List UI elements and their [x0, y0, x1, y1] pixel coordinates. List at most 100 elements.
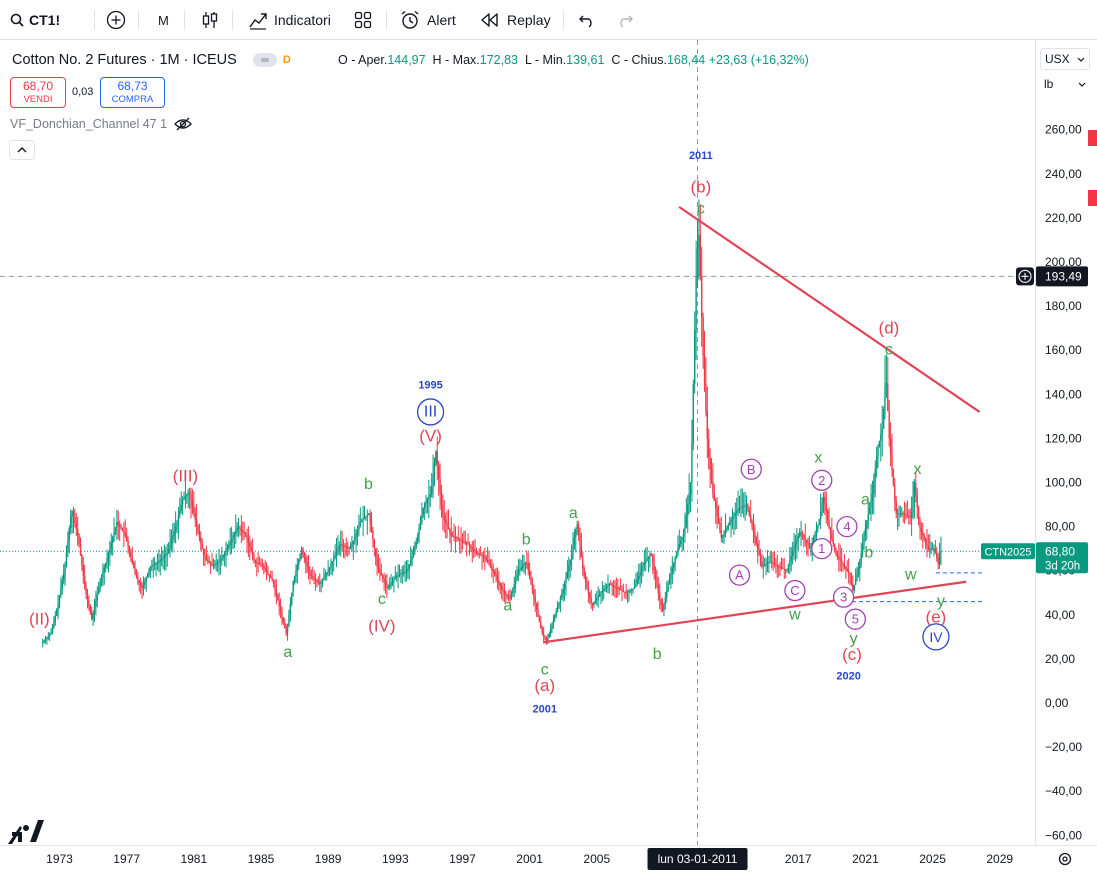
candle-body	[200, 537, 202, 544]
alert-button[interactable]: Alert	[400, 0, 456, 40]
chart-type-button[interactable]	[201, 0, 219, 40]
unit-select[interactable]: lb	[1040, 73, 1090, 95]
symbol-legend[interactable]: Cotton No. 2 Futures · 1M · ICEUS D	[12, 50, 295, 70]
candle-body	[835, 549, 837, 554]
candle-body	[696, 249, 699, 278]
candle-body	[542, 633, 545, 636]
gear-icon[interactable]	[1057, 851, 1073, 867]
candle-body	[75, 523, 77, 530]
change-value: +23,63 (+16,32%)	[708, 53, 809, 67]
candle-body	[596, 598, 598, 601]
price-axis-tick: 180,00	[1045, 299, 1082, 313]
candle-body	[193, 506, 195, 514]
price-axis-tick: 20,00	[1045, 652, 1075, 666]
candle-body	[172, 535, 174, 540]
candle-body	[775, 564, 777, 566]
redo-button[interactable]	[616, 0, 634, 40]
candle-body	[100, 576, 103, 582]
candle-body	[885, 383, 888, 387]
candle-body	[873, 481, 875, 494]
candle-body	[561, 593, 563, 599]
candle-body	[110, 542, 112, 548]
candle-body	[479, 554, 482, 556]
last-price-tag-bg	[1036, 542, 1088, 574]
candle-body	[184, 496, 187, 498]
candle-body	[393, 579, 395, 582]
candle-body	[251, 551, 254, 556]
candle-body	[285, 628, 287, 634]
toolbar-divider	[94, 10, 95, 30]
price-chart[interactable]: (II)a(III) bc(IV)1995III(V)abac(a)2001b20…	[0, 40, 1097, 874]
candle-body	[540, 622, 542, 629]
candle-body	[201, 543, 203, 550]
candle-body	[265, 569, 268, 572]
candle-body	[798, 532, 801, 537]
candle-body	[453, 536, 455, 538]
candle-body	[160, 558, 163, 561]
plus-circle-icon	[106, 10, 126, 30]
candle-body	[405, 571, 408, 573]
candle-body	[454, 537, 457, 539]
candle-body	[875, 456, 878, 470]
candle-body	[323, 577, 325, 580]
candle-body	[437, 464, 440, 479]
replay-button[interactable]: Replay	[481, 0, 551, 40]
candle-body	[735, 511, 738, 514]
candle-body	[366, 514, 369, 517]
visibility-toggle[interactable]	[252, 53, 277, 67]
candle-body	[787, 565, 790, 570]
buy-label: COMPRA	[111, 93, 154, 105]
candle-body	[397, 574, 399, 576]
price-axis-tick: −20,00	[1045, 740, 1082, 754]
buy-button[interactable]: 68,73 COMPRA	[100, 77, 165, 108]
sell-button[interactable]: 68,70 VENDI	[10, 77, 66, 108]
candle-body	[394, 577, 396, 580]
candle-body	[768, 562, 770, 564]
candle-body	[93, 606, 96, 613]
candle-body	[461, 540, 464, 542]
candle-body	[337, 549, 339, 553]
candle-body	[734, 513, 736, 516]
candle-body	[526, 563, 528, 565]
candle-body	[377, 566, 380, 570]
candle-body	[242, 530, 244, 532]
candle-body	[614, 586, 616, 588]
indicators-label: Indicatori	[274, 12, 331, 28]
candle-body	[930, 548, 932, 550]
candle-body	[123, 531, 125, 534]
candle-body	[57, 603, 59, 610]
candle-body	[576, 524, 578, 530]
candle-body	[492, 568, 494, 572]
wave-label: y	[937, 593, 945, 610]
eye-off-icon[interactable]	[174, 117, 192, 131]
candle-body	[801, 532, 804, 535]
wave-label: w	[904, 567, 917, 584]
candle-body	[456, 537, 458, 539]
compare-button[interactable]	[106, 0, 126, 40]
candle-body	[104, 562, 107, 568]
candle-body	[271, 578, 273, 581]
candle-body	[507, 596, 510, 598]
candle-body	[321, 579, 324, 582]
candle-body	[347, 546, 349, 548]
price-axis-tick: 120,00	[1045, 431, 1082, 445]
indicator-legend[interactable]: VF_Donchian_Channel 47 1	[10, 117, 192, 131]
collapse-legend-button[interactable]	[9, 140, 35, 160]
candle-body	[619, 589, 622, 591]
interval-button[interactable]: M	[158, 0, 169, 40]
candle-body	[882, 409, 885, 429]
candle-body	[551, 624, 553, 629]
candle-body	[922, 531, 924, 536]
candle-body	[173, 531, 175, 536]
undo-button[interactable]	[578, 0, 596, 40]
symbol-search[interactable]: CT1!	[10, 0, 60, 40]
wave-label-circle	[922, 623, 950, 651]
candle-body	[458, 539, 461, 541]
layouts-button[interactable]	[354, 0, 372, 40]
indicators-button[interactable]: Indicatori	[248, 0, 331, 40]
candle-body	[555, 611, 557, 616]
candle-body	[56, 609, 58, 616]
currency-select[interactable]: USX	[1040, 48, 1090, 70]
candle-body	[547, 637, 549, 641]
candle-body	[789, 560, 791, 566]
